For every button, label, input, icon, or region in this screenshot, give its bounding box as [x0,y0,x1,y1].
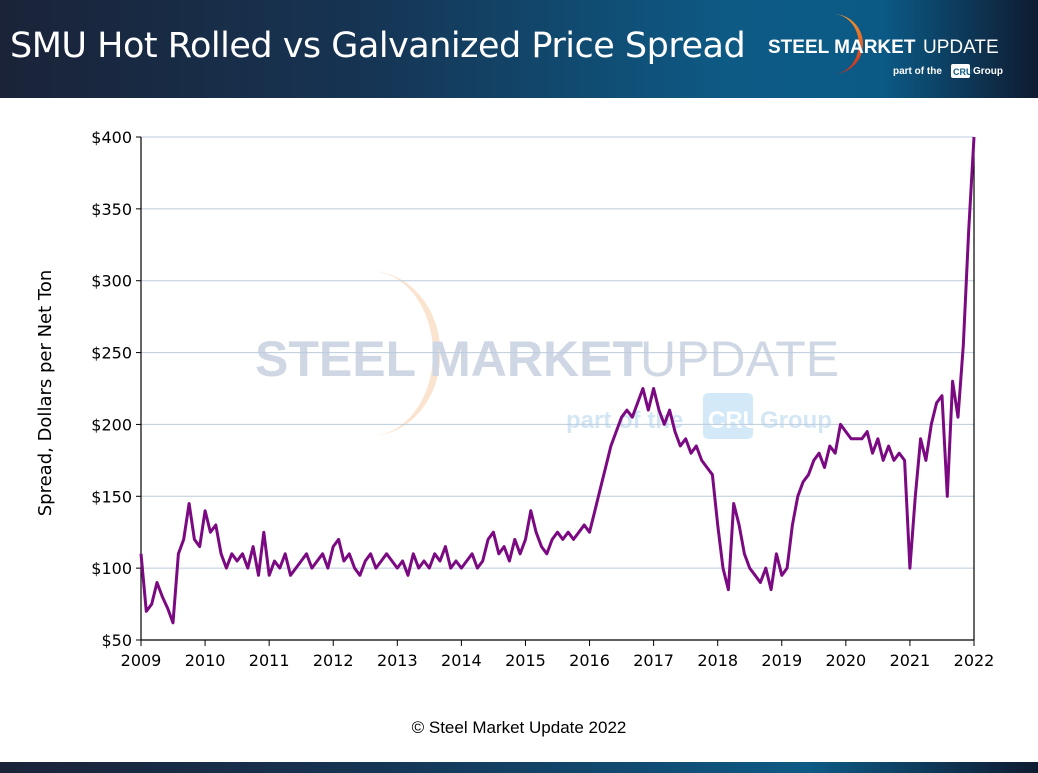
svg-text:Group: Group [760,407,832,434]
y-tick-label: $350 [91,200,132,219]
steel-market-update-logo: STEEL MARKET UPDATE part of the CRU Grou… [768,14,1003,78]
x-tick-label: 2019 [761,651,802,670]
svg-text:Group: Group [973,66,1003,77]
x-tick-label: 2016 [569,651,610,670]
x-tick-label: 2022 [954,651,995,670]
svg-text:UPDATE: UPDATE [640,331,839,387]
y-tick-label: $300 [91,272,132,291]
header-banner: SMU Hot Rolled vs Galvanized Price Sprea… [0,0,1038,98]
x-tick-label: 2014 [441,651,482,670]
svg-text:CRU: CRU [953,67,973,77]
x-tick-label: 2018 [697,651,738,670]
x-tick-label: 2020 [825,651,866,670]
watermark-logo: STEEL MARKET UPDATE part of the CRU Grou… [255,271,839,439]
svg-text:STEEL MARKET: STEEL MARKET [255,331,643,387]
svg-text:STEEL MARKET: STEEL MARKET [768,37,916,58]
y-tick-label: $100 [91,559,132,578]
svg-text:part of the: part of the [893,66,942,77]
x-tick-label: 2013 [377,651,418,670]
x-tick-label: 2011 [249,651,290,670]
x-tick-label: 2009 [121,651,162,670]
line-chart: STEEL MARKET UPDATE part of the CRU Grou… [35,128,995,670]
series-line [139,136,976,625]
y-tick-label: $150 [91,487,132,506]
y-axis-label: Spread, Dollars per Net Ton [35,270,56,517]
x-tick-label: 2012 [313,651,354,670]
y-tick-label: $250 [91,344,132,363]
copyright-text: © Steel Market Update 2022 [411,718,627,737]
y-tick-label: $50 [101,631,132,650]
x-tick-label: 2017 [633,651,674,670]
x-tick-label: 2021 [890,651,931,670]
y-tick-label: $200 [91,415,132,434]
x-tick-label: 2010 [185,651,226,670]
chart-title: SMU Hot Rolled vs Galvanized Price Sprea… [10,26,746,66]
footer-bar [0,762,1038,773]
x-tick-label: 2015 [505,651,546,670]
svg-text:UPDATE: UPDATE [923,37,999,58]
y-tick-label: $400 [91,128,132,147]
svg-text:CRU: CRU [708,407,760,434]
